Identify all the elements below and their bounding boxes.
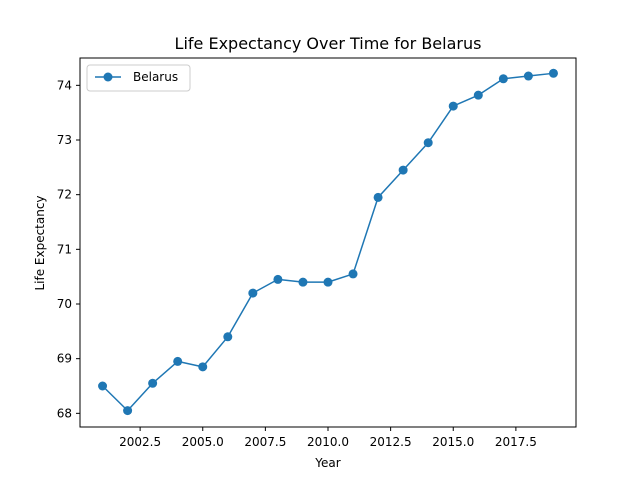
- data-point: [373, 192, 383, 202]
- y-tick-label: 73: [57, 133, 72, 147]
- x-axis-label: Year: [314, 456, 340, 470]
- y-tick-label: 69: [57, 352, 72, 366]
- data-point: [98, 381, 108, 391]
- legend-point-marker: [103, 72, 113, 82]
- x-tick-label: 2002.5: [119, 435, 161, 449]
- y-tick-label: 68: [57, 406, 72, 420]
- data-point: [273, 274, 283, 284]
- axes-frame: [79, 57, 577, 428]
- data-point: [298, 277, 308, 287]
- data-point: [473, 90, 483, 100]
- data-point: [223, 332, 233, 342]
- data-point: [448, 101, 458, 111]
- x-tick-label: 2015.0: [432, 435, 474, 449]
- legend: Belarus: [86, 64, 191, 92]
- x-tick-label: 2010.0: [307, 435, 349, 449]
- legend-box: [86, 64, 191, 92]
- data-point: [523, 71, 533, 81]
- y-tick-label: 72: [57, 188, 72, 202]
- x-tick-label: 2005.0: [182, 435, 224, 449]
- data-point: [398, 165, 408, 175]
- x-tick-label: 2017.5: [495, 435, 537, 449]
- data-point: [198, 362, 208, 372]
- y-tick-label: 71: [57, 242, 72, 256]
- legend-entry-belarus: Belarus: [133, 70, 178, 84]
- data-point: [548, 68, 558, 78]
- chart-title: Life Expectancy Over Time for Belarus: [175, 34, 482, 53]
- y-tick-label: 70: [57, 297, 72, 311]
- plot-area: 2002.5 2005.0 2007.5 2010.0 2012.5 2015.0 2017…: [57, 68, 558, 449]
- data-point: [148, 378, 158, 388]
- data-point: [248, 288, 258, 298]
- y-axis-label: Life Expectancy: [33, 195, 47, 290]
- x-tick-label: 2012.5: [370, 435, 412, 449]
- data-point: [323, 277, 333, 287]
- data-point: [348, 269, 358, 279]
- x-tick-label: 2007.5: [244, 435, 286, 449]
- data-point: [123, 406, 133, 416]
- data-point: [498, 74, 508, 84]
- y-tick-label: 74: [57, 78, 72, 92]
- data-point: [423, 138, 433, 148]
- data-point: [173, 356, 183, 366]
